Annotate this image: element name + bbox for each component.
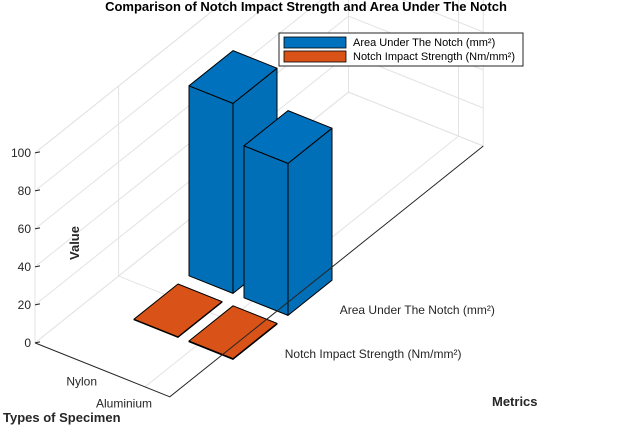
x-tick-label-0: Notch Impact Strength (Nm/mm²): [285, 347, 462, 361]
legend: Area Under The Notch (mm²) Notch Impact …: [278, 32, 524, 67]
y-tick-label-1: Nylon: [66, 375, 97, 389]
legend-entry-area: Area Under The Notch (mm²): [353, 37, 495, 49]
bar-top-face: [188, 305, 278, 360]
grid-line-z-4: [34, 0, 275, 192]
grid-line-z-3: [34, 0, 484, 230]
z-axis-label: Value: [67, 226, 82, 260]
z-tick-label-2: 40: [18, 260, 32, 274]
axis-lines: [34, 145, 484, 398]
legend-entry-notch: Notch Impact Strength (Nm/mm²): [353, 51, 515, 63]
z-tick-label-1: 20: [18, 298, 32, 312]
legend-swatch-notch: [283, 50, 347, 63]
bar-top-face: [243, 110, 333, 164]
z-tick-mark-5: [34, 151, 41, 154]
bar-side-face: [188, 85, 234, 294]
z-tick-label-4: 80: [18, 184, 32, 198]
z-tick-label-3: 60: [18, 222, 32, 236]
bar-notch-nylon: [133, 283, 223, 338]
bar-side-face: [243, 145, 289, 316]
chart-title: Comparison of Notch Impact Strength and …: [105, 0, 507, 14]
bar-top-face: [133, 283, 223, 338]
x-axis-label: Metrics: [492, 394, 538, 409]
z-tick-mark-2: [34, 265, 41, 268]
grid-top-edge: [34, 0, 227, 154]
bar-area-aluminium: [243, 110, 333, 316]
y-tick-label-0: Aluminium: [96, 397, 152, 411]
z-tick-label-0: 0: [24, 336, 31, 350]
bar-top-face: [188, 50, 278, 104]
bars: [133, 50, 333, 360]
tick-labels: 0 20 40 60 80 100 Notch Impact Strength (Nm/mm…: [11, 145, 495, 411]
x-tick-label-1: Area Under The Notch (mm²): [340, 303, 495, 317]
z-tick-label-5: 100: [11, 146, 31, 160]
z-tick-mark-1: [34, 303, 41, 306]
legend-swatch-area: [283, 36, 347, 49]
z-tick-mark-3: [34, 227, 41, 230]
z-tick-mark-4: [34, 189, 41, 192]
y-axis-label: Types of Specimen: [3, 410, 121, 425]
